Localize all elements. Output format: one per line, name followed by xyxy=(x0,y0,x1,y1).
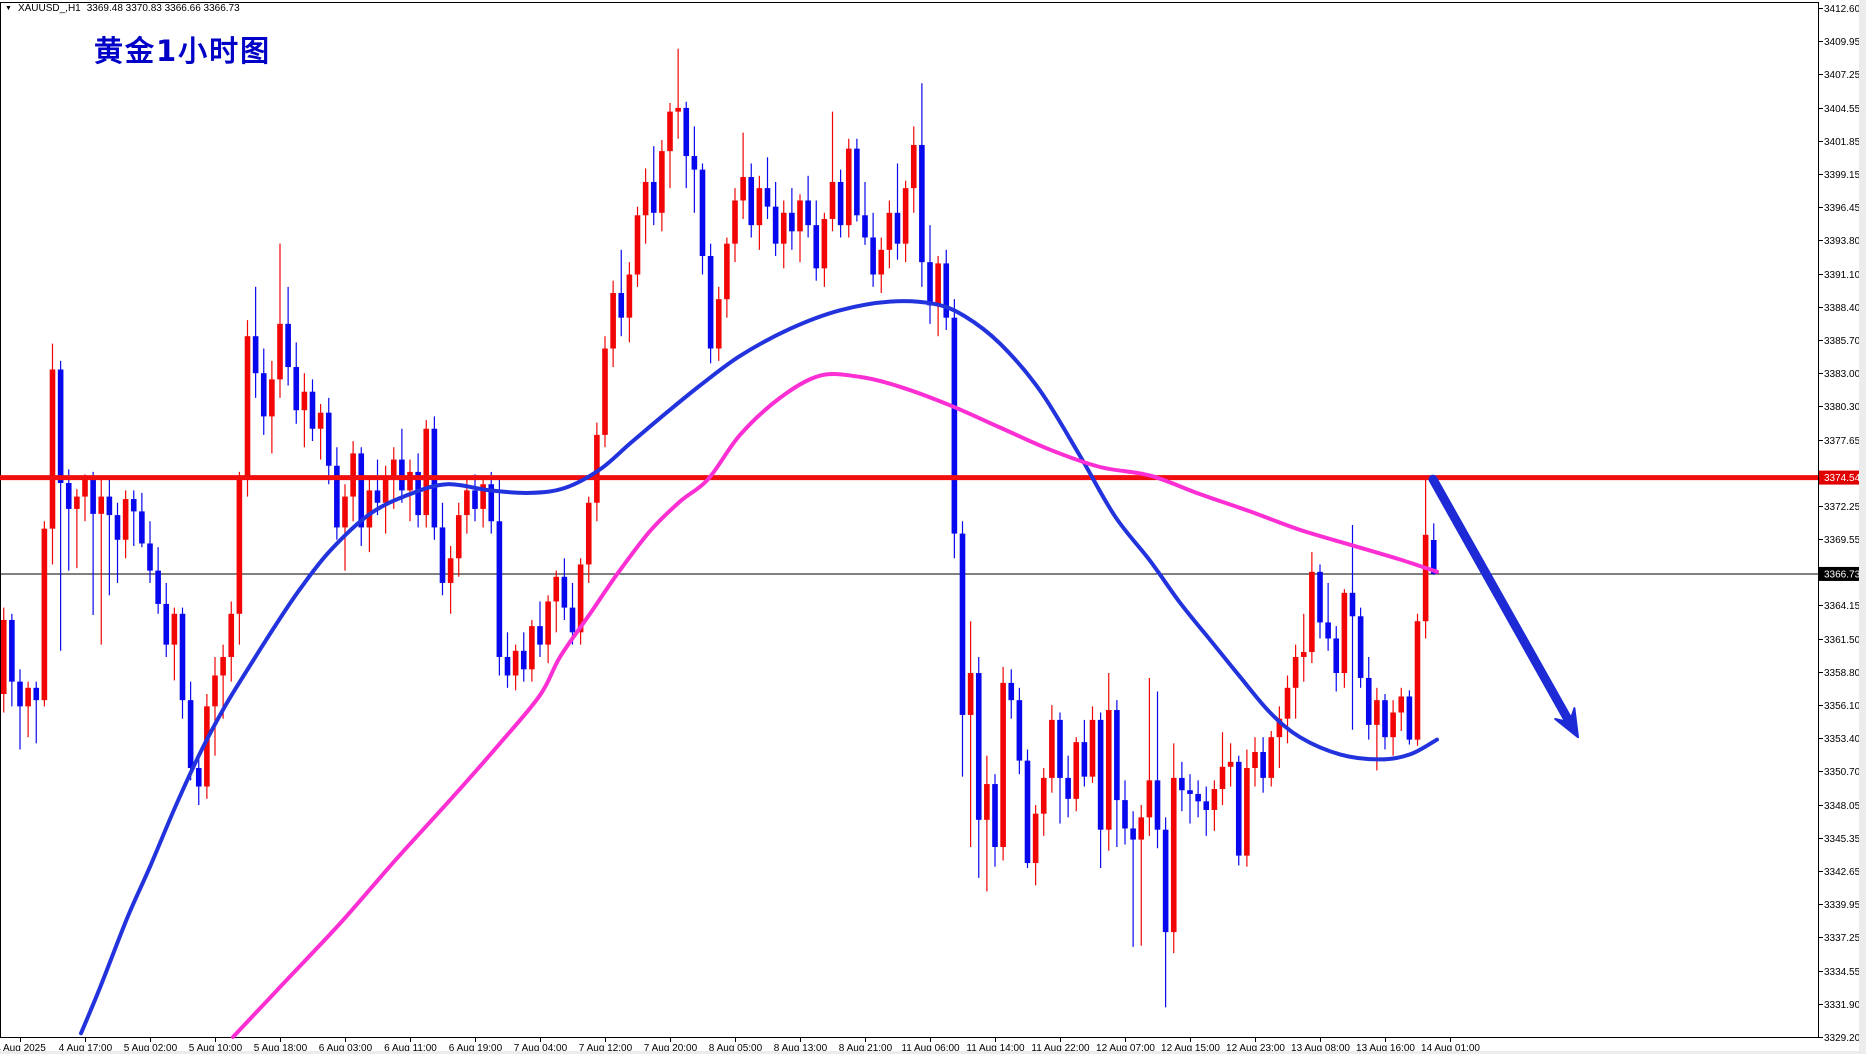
price-tick-label: 3377.65 xyxy=(1824,436,1861,447)
price-tick-label: 3401.85 xyxy=(1824,137,1861,148)
price-tick-label: 3331.90 xyxy=(1824,1000,1861,1011)
time-tick-label: 11 Aug 22:00 xyxy=(1031,1043,1090,1054)
ma-blue xyxy=(79,299,1439,1036)
price-scale[interactable]: 3412.60 3409.95 3407.25 3404.55 3401.85 3399.… xyxy=(1818,4,1861,1044)
symbol-info-bar: ▼ XAUUSD_,H1 3369.48 3370.83 3366.66 3366.… xyxy=(5,3,240,14)
price-tick-label: 3407.25 xyxy=(1824,70,1861,81)
time-tick-label: 5 Aug 18:00 xyxy=(254,1043,308,1054)
price-tick-label: 3342.65 xyxy=(1824,867,1861,878)
time-tick-label: 7 Aug 12:00 xyxy=(579,1043,633,1054)
price-tick-label: 3345.35 xyxy=(1824,834,1861,845)
price-tick-label: 3409.95 xyxy=(1824,37,1861,48)
time-tick-label: 6 Aug 03:00 xyxy=(319,1043,373,1054)
arrow-head xyxy=(1554,707,1579,739)
window-edge-bottom xyxy=(0,1051,1866,1054)
price-tick-label: 3388.40 xyxy=(1824,303,1861,314)
price-tick-label: 3339.95 xyxy=(1824,900,1861,911)
time-tick-label: 5 Aug 02:00 xyxy=(124,1043,178,1054)
ma-magenta xyxy=(231,372,1439,1039)
ohlc-values: 3369.48 3370.83 3366.66 3366.73 xyxy=(86,3,240,14)
price-tick-label: 3383.00 xyxy=(1824,369,1861,380)
price-tick-label: 3412.60 xyxy=(1824,4,1861,15)
symbol-timeframe-label: XAUUSD_,H1 xyxy=(17,3,81,14)
time-tick-label: 13 Aug 16:00 xyxy=(1356,1043,1415,1054)
price-tick-label: 3334.55 xyxy=(1824,967,1861,978)
price-tick-label: 3372.25 xyxy=(1824,502,1861,513)
price-tick-label: 3396.45 xyxy=(1824,203,1861,214)
time-tick-label: 8 Aug 13:00 xyxy=(774,1043,828,1054)
time-tick-label: 12 Aug 15:00 xyxy=(1161,1043,1220,1054)
price-tick-label: 3358.80 xyxy=(1824,668,1861,679)
chart-title-overlay[interactable]: 黄金1小时图 xyxy=(94,34,272,68)
window-edge-right xyxy=(1859,0,1866,1054)
price-tick-label: 3350.70 xyxy=(1824,767,1861,778)
time-tick-label: 7 Aug 04:00 xyxy=(514,1043,568,1054)
time-tick-label: 11 Aug 06:00 xyxy=(901,1043,960,1054)
price-tick-label: 3385.70 xyxy=(1824,336,1861,347)
price-tick-label: 3404.55 xyxy=(1824,104,1861,115)
symbol-dropdown-icon[interactable]: ▼ xyxy=(5,5,12,12)
time-tick-label: 6 Aug 11:00 xyxy=(384,1043,437,1054)
price-tick-label: 3393.80 xyxy=(1824,236,1861,247)
resistance-line-tag xyxy=(1819,470,1864,485)
time-tick-label: 11 Aug 14:00 xyxy=(966,1043,1025,1054)
current-price-line-tag xyxy=(1819,566,1864,581)
time-tick-label: 14 Aug 01:00 xyxy=(1421,1043,1480,1054)
time-tick-label: 12 Aug 23:00 xyxy=(1226,1043,1285,1054)
price-tick-label: 3364.15 xyxy=(1824,601,1861,612)
ma-magenta-line xyxy=(231,372,1439,1039)
plot-border xyxy=(0,2,1819,1038)
ma-blue-line xyxy=(79,299,1439,1036)
time-tick-label: 8 Aug 05:00 xyxy=(709,1043,763,1054)
price-tick-label: 3329.20 xyxy=(1824,1033,1861,1044)
current-price-line-tag-label: 3366.73 xyxy=(1824,569,1861,580)
time-scale[interactable]: 4 Aug 2025 4 Aug 17:00 5 Aug 02:00 5 Aug 10… xyxy=(0,1037,1480,1054)
time-tick-label: 8 Aug 21:00 xyxy=(839,1043,893,1054)
price-tags: 3374.54 3366.73 xyxy=(1819,470,1864,581)
time-tick-label: 5 Aug 10:00 xyxy=(189,1043,243,1054)
price-tick-label: 3353.40 xyxy=(1824,734,1861,745)
price-tick-label: 3348.05 xyxy=(1824,801,1861,812)
price-tick-label: 3361.50 xyxy=(1824,635,1861,646)
resistance-line-tag-label: 3374.54 xyxy=(1824,473,1861,484)
price-tick-label: 3369.55 xyxy=(1824,535,1861,546)
time-tick-label: 4 Aug 17:00 xyxy=(59,1043,113,1054)
time-tick-label: 12 Aug 07:00 xyxy=(1096,1043,1155,1054)
price-tick-label: 3337.25 xyxy=(1824,933,1861,944)
price-tick-label: 3399.15 xyxy=(1824,170,1861,181)
price-tick-label: 3356.10 xyxy=(1824,701,1861,712)
time-tick-label: 6 Aug 19:00 xyxy=(449,1043,503,1054)
time-tick-label: 13 Aug 08:00 xyxy=(1291,1043,1350,1054)
time-tick-label: 4 Aug 2025 xyxy=(0,1043,46,1054)
price-tick-label: 3391.10 xyxy=(1824,270,1861,281)
time-tick-label: 7 Aug 20:00 xyxy=(644,1043,698,1054)
candles-layer xyxy=(0,48,1437,1008)
down-arrow[interactable] xyxy=(1428,474,1579,739)
price-tick-label: 3380.30 xyxy=(1824,402,1861,413)
